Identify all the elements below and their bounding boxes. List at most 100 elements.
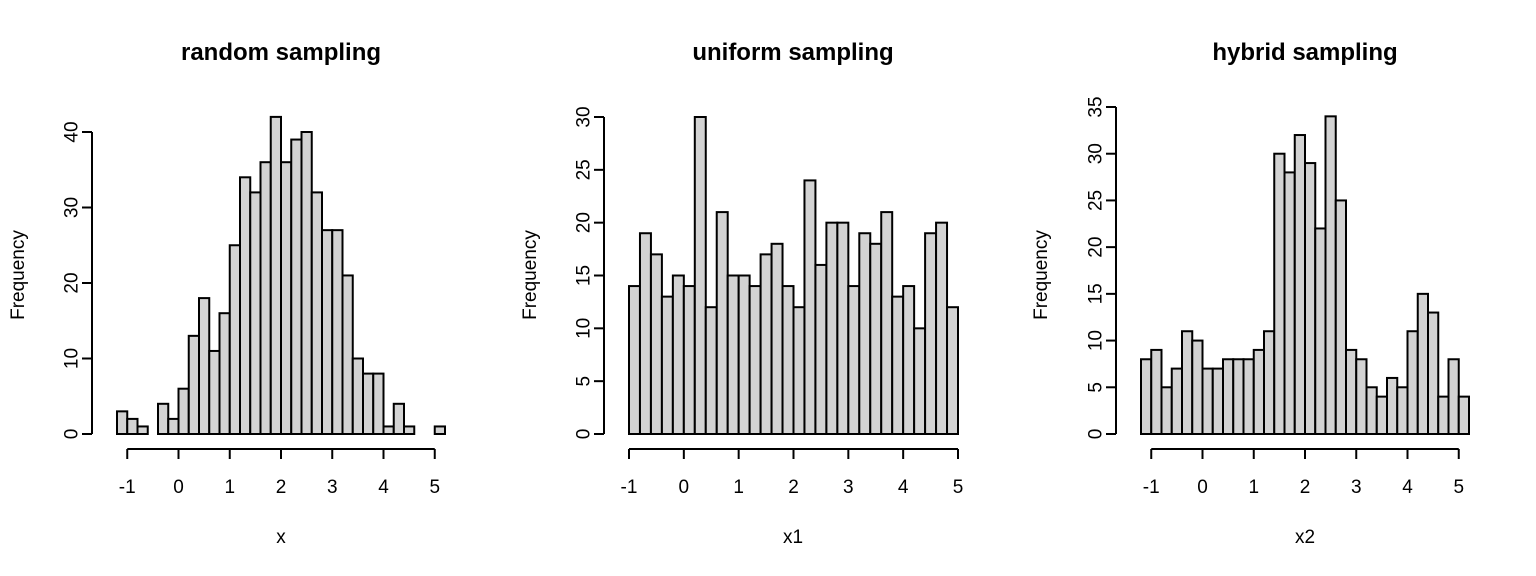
histogram-bar — [715, 211, 729, 435]
histogram-bar — [167, 417, 180, 435]
histogram-bar — [1232, 358, 1245, 435]
x-tick-label: 3 — [327, 477, 338, 498]
histogram-bar — [341, 274, 354, 436]
bars — [1140, 115, 1470, 436]
histogram-bar — [116, 410, 129, 436]
histogram-bar — [1160, 386, 1173, 435]
x-tick-label: 5 — [429, 477, 440, 498]
histogram-bar — [1355, 358, 1368, 435]
histogram-bar — [671, 274, 685, 435]
histogram-bar — [825, 221, 839, 435]
chart-title: uniform sampling — [692, 39, 893, 66]
x-tick-label: 4 — [1402, 477, 1413, 498]
histogram-bar — [249, 191, 262, 435]
histogram-bar — [792, 306, 806, 436]
y-tick-label: 35 — [1086, 96, 1107, 117]
histogram-bar — [382, 425, 395, 436]
y-axis-label: Frequency — [8, 230, 29, 320]
histogram-bar — [1314, 227, 1327, 435]
bars — [116, 115, 446, 436]
x-axis: -1 0 1 2 3 4 5 — [1143, 448, 1464, 498]
histogram-bar — [1242, 358, 1255, 435]
x-tick-label: 5 — [1453, 477, 1464, 498]
y-axis: 0 5 10 15 20 25 30 — [574, 106, 605, 439]
y-tick-label: 5 — [574, 376, 595, 387]
histogram-bar — [880, 211, 894, 435]
y-tick-label: 10 — [574, 318, 595, 339]
histogram-bar — [770, 242, 784, 435]
x-tick-label: 0 — [679, 477, 690, 498]
histogram-bar — [902, 285, 916, 436]
histogram-bar — [1222, 358, 1235, 435]
histogram-bar — [1273, 152, 1286, 435]
histogram-bar — [858, 232, 872, 435]
histogram-bar — [1457, 395, 1470, 435]
x-tick-label: -1 — [119, 477, 136, 498]
y-tick-label: 0 — [1086, 429, 1107, 440]
histogram-bar — [126, 417, 139, 435]
histogram-bar — [946, 306, 959, 436]
histogram-bar — [269, 115, 282, 436]
y-tick-label: 15 — [574, 265, 595, 286]
histogram-bar — [1396, 386, 1409, 435]
histogram-bar — [628, 285, 641, 436]
histogram-bar — [290, 138, 303, 436]
histogram-bar — [638, 232, 652, 435]
histogram-bar — [1181, 330, 1194, 436]
x-tick-label: 2 — [788, 477, 799, 498]
histogram-bar — [913, 327, 927, 436]
y-axis: 0 10 20 30 40 — [62, 121, 93, 439]
x-tick-label: 0 — [173, 477, 184, 498]
histogram-bar — [1375, 395, 1388, 435]
histogram-bar — [1406, 330, 1419, 436]
histogram-bar — [1252, 348, 1265, 435]
panel-random-sampling: random sampling x Frequency -1 0 1 2 3 4 5 0 10… — [8, 39, 446, 548]
histogram-bar — [1293, 134, 1306, 435]
histogram-bar — [1211, 367, 1224, 436]
x-axis-label: x2 — [1295, 527, 1315, 548]
x-axis-label: x — [276, 527, 286, 548]
x-tick-label: 5 — [953, 477, 964, 498]
chart-title: random sampling — [181, 39, 381, 66]
y-tick-label: 25 — [574, 159, 595, 180]
histogram-bar — [649, 253, 663, 435]
histogram-bar — [392, 402, 405, 435]
y-tick-label: 30 — [62, 197, 83, 218]
histogram-bar — [228, 244, 241, 435]
y-tick-label: 0 — [574, 429, 595, 440]
histogram-bar — [1150, 348, 1163, 435]
histogram-bar — [1170, 367, 1183, 436]
histogram-bar — [1447, 358, 1460, 435]
y-tick-label: 30 — [574, 106, 595, 127]
histogram-bar — [1437, 395, 1450, 435]
y-tick-label: 25 — [1086, 190, 1107, 211]
histogram-bar — [836, 221, 850, 435]
histogram-bar — [157, 402, 170, 435]
histogram-bar — [331, 229, 344, 435]
x-tick-label: 4 — [378, 477, 389, 498]
chart-title: hybrid sampling — [1212, 39, 1397, 66]
x-tick-label: 1 — [1248, 477, 1259, 498]
histogram-bar — [187, 334, 200, 436]
x-tick-label: 3 — [843, 477, 854, 498]
histogram-bar — [660, 295, 674, 435]
histogram-bar — [1416, 292, 1429, 435]
histogram-bar — [372, 372, 385, 436]
x-tick-label: -1 — [1143, 477, 1160, 498]
x-tick-label: 2 — [276, 477, 287, 498]
histogram-bar — [1427, 311, 1440, 435]
histogram-bar — [1283, 171, 1296, 435]
x-tick-label: 3 — [1351, 477, 1362, 498]
histogram-bar — [1365, 386, 1378, 435]
histogram-bar — [239, 176, 252, 436]
histogram-bar — [1191, 339, 1204, 436]
histogram-bar — [869, 242, 883, 435]
histogram-bar — [351, 357, 364, 435]
histogram-bar — [259, 161, 272, 435]
x-tick-label: 0 — [1197, 477, 1208, 498]
histogram-bar — [136, 425, 149, 436]
histogram-bar — [1263, 330, 1276, 436]
panel-hybrid-sampling: hybrid sampling x2 Frequency -1 0 1 2 3 4 5 0 5… — [1031, 39, 1470, 548]
histogram-bar — [1324, 115, 1337, 435]
histogram-bar — [803, 179, 817, 435]
